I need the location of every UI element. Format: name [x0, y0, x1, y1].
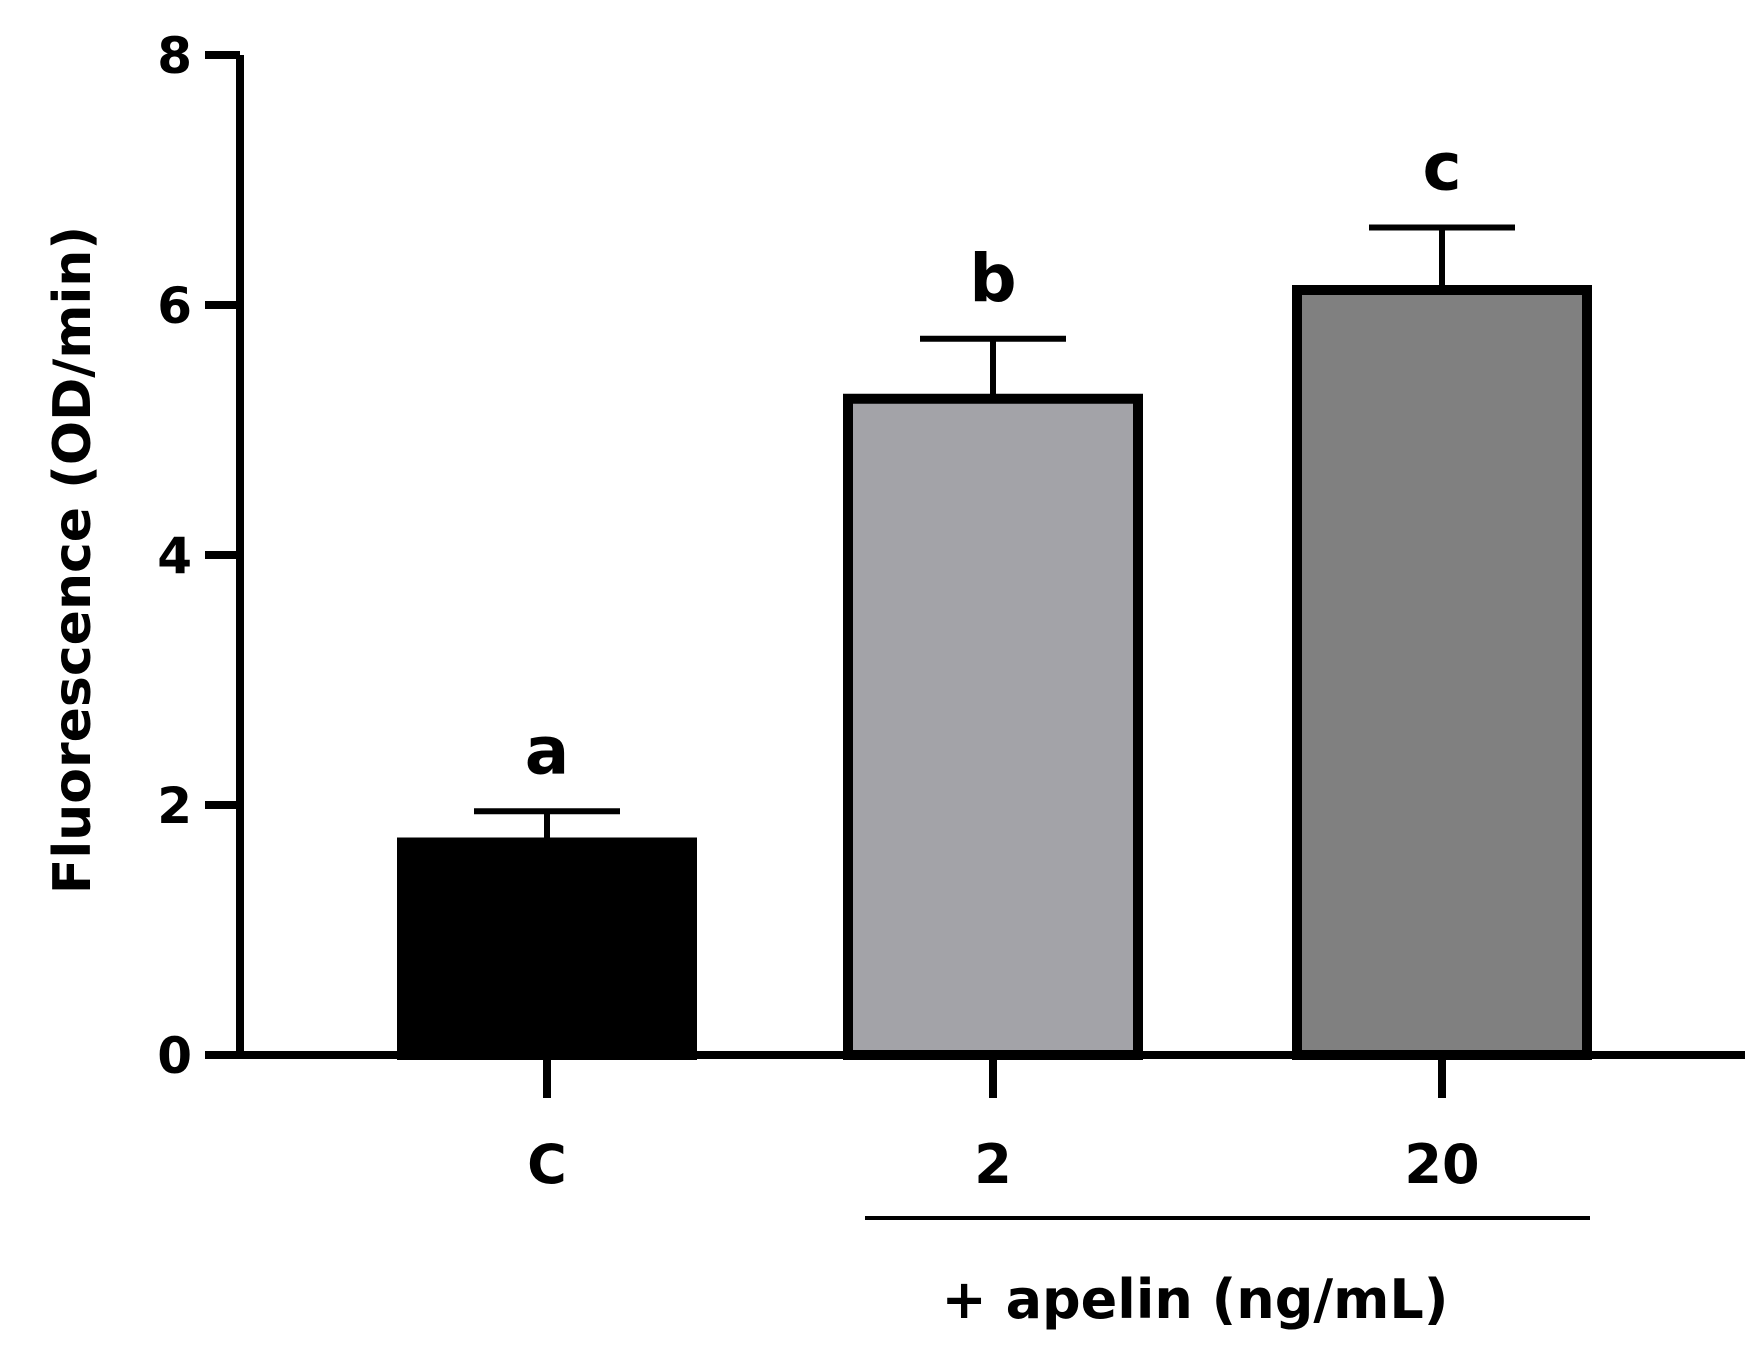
- bars: [397, 285, 1592, 1060]
- x-tick-label: 20: [1404, 1133, 1479, 1196]
- significance-letter: c: [1422, 129, 1461, 206]
- y-tick-label: 6: [157, 277, 192, 335]
- y-tick-label: 0: [157, 1027, 192, 1085]
- x-axis-ticks: C 2 20: [527, 1055, 1480, 1196]
- y-axis-title: Fluorescence (OD/min): [43, 226, 103, 894]
- significance-letter: a: [525, 712, 570, 789]
- x-tick-label: C: [527, 1133, 567, 1196]
- x-tick-label: 2: [974, 1133, 1012, 1196]
- y-tick-label: 2: [157, 777, 192, 835]
- group-label: + apelin (ng/mL): [942, 1268, 1449, 1331]
- significance-letter: b: [969, 240, 1016, 317]
- significance-letters: a b c: [525, 129, 1462, 790]
- bar-2: [843, 393, 1143, 1060]
- y-axis-ticks: 0 2 4 6 8: [157, 27, 240, 1085]
- error-bars: [474, 224, 1515, 843]
- y-tick-label: 4: [157, 527, 192, 585]
- bar-C: [397, 837, 697, 1060]
- y-tick-label: 8: [157, 27, 192, 85]
- bar-20: [1292, 285, 1592, 1060]
